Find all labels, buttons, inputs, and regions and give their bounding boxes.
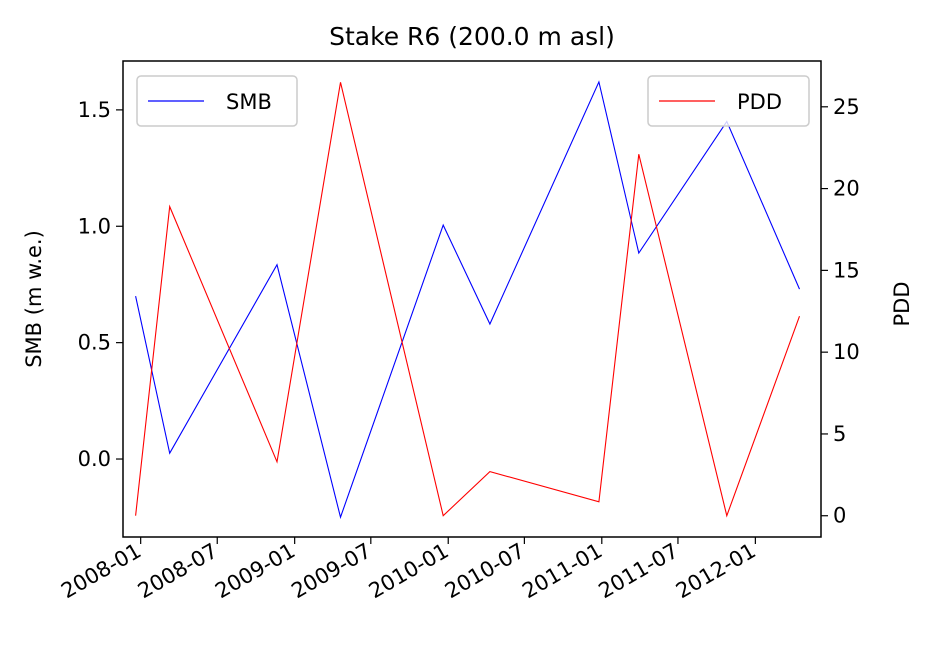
legend-smb-label: SMB (226, 90, 272, 114)
chart-title: Stake R6 (200.0 m asl) (329, 22, 615, 51)
x-tick-label: 2012-01 (672, 539, 760, 604)
x-tick-label: 2009-07 (287, 539, 375, 604)
y-right-tick-label: 15 (833, 258, 860, 282)
x-tick-label: 2010-07 (441, 539, 529, 604)
x-axis: 2008-012008-072009-012009-072010-012010-… (57, 537, 760, 603)
y-axis-left: 0.0 0.5 1.0 1.5 (78, 98, 123, 471)
series-layer (135, 80, 801, 520)
legend-pdd-label: PDD (737, 90, 782, 114)
y-axis-right-title: PDD (890, 281, 914, 326)
plot-area (122, 60, 822, 538)
y-right-tick-label: 0 (833, 504, 846, 528)
y-right-tick-label: 25 (833, 95, 860, 119)
legend-smb-box (136, 75, 298, 127)
y-left-tick-label: 0.5 (78, 331, 111, 355)
x-tick-label: 2011-07 (594, 539, 682, 604)
y-axis-left-title: SMB (m w.e.) (22, 230, 46, 368)
x-tick-label: 2011-01 (518, 539, 606, 604)
legend-smb: SMB (136, 75, 298, 127)
y-right-tick-label: 20 (833, 177, 860, 201)
x-tick-label: 2010-01 (365, 539, 453, 604)
y-right-tick-label: 10 (833, 340, 860, 364)
x-tick-label: 2009-01 (211, 539, 299, 604)
legend-pdd: PDD (647, 75, 810, 127)
y-axis-right: 0 5 10 15 20 25 (821, 95, 860, 528)
y-left-tick-label: 0.0 (78, 447, 111, 471)
series-line-smb (135, 80, 801, 520)
y-left-tick-label: 1.0 (78, 214, 111, 238)
x-tick-label: 2008-07 (134, 539, 222, 604)
x-tick-label: 2008-01 (57, 539, 145, 604)
series-line-pdd (135, 82, 801, 518)
y-right-tick-label: 5 (833, 422, 846, 446)
y-left-tick-label: 1.5 (78, 98, 111, 122)
legend-pdd-box (647, 75, 810, 127)
